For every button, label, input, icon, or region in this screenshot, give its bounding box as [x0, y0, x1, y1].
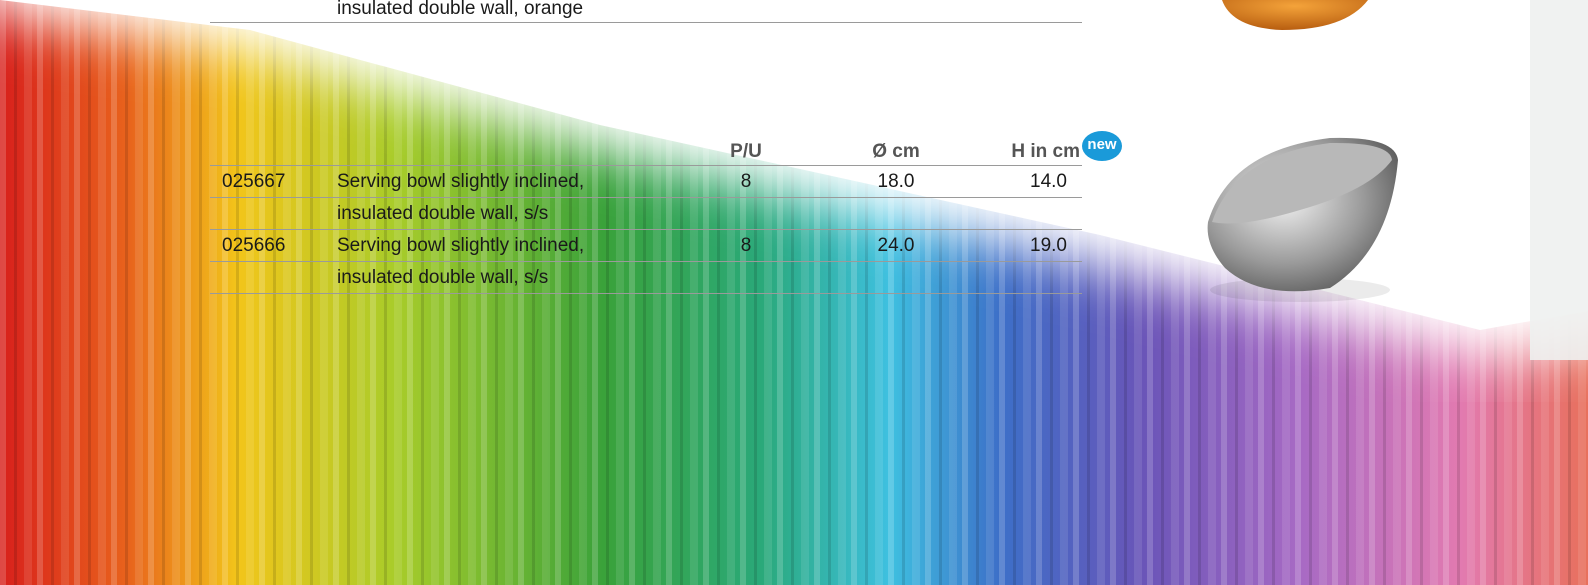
pu: 8 [740, 235, 752, 256]
description: Serving bowl slightly inclined, [337, 235, 585, 256]
item-code: 025667 [222, 171, 286, 192]
description: insulated double wall, s/s [337, 203, 549, 224]
new-badge: new [1082, 131, 1122, 161]
description: insulated double wall, orange [337, 0, 584, 19]
header-height: H in cm [1011, 141, 1080, 162]
height: 19.0 [1030, 235, 1067, 256]
row-rule [210, 261, 1082, 262]
header-diameter: Ø cm [872, 141, 920, 162]
description: Serving bowl slightly inclined, [337, 171, 585, 192]
row-rule [210, 229, 1082, 230]
row-rule [210, 165, 1082, 166]
diameter: 24.0 [877, 235, 915, 256]
description: insulated double wall, s/s [337, 267, 549, 288]
height: 14.0 [1030, 171, 1067, 192]
diameter: 18.0 [877, 171, 915, 192]
header-pu: P/U [730, 141, 762, 162]
pu: 8 [740, 171, 752, 192]
row-rule [210, 197, 1082, 198]
row-rule [210, 293, 1082, 294]
row-rule [210, 22, 1082, 23]
item-code: 025666 [222, 235, 286, 256]
